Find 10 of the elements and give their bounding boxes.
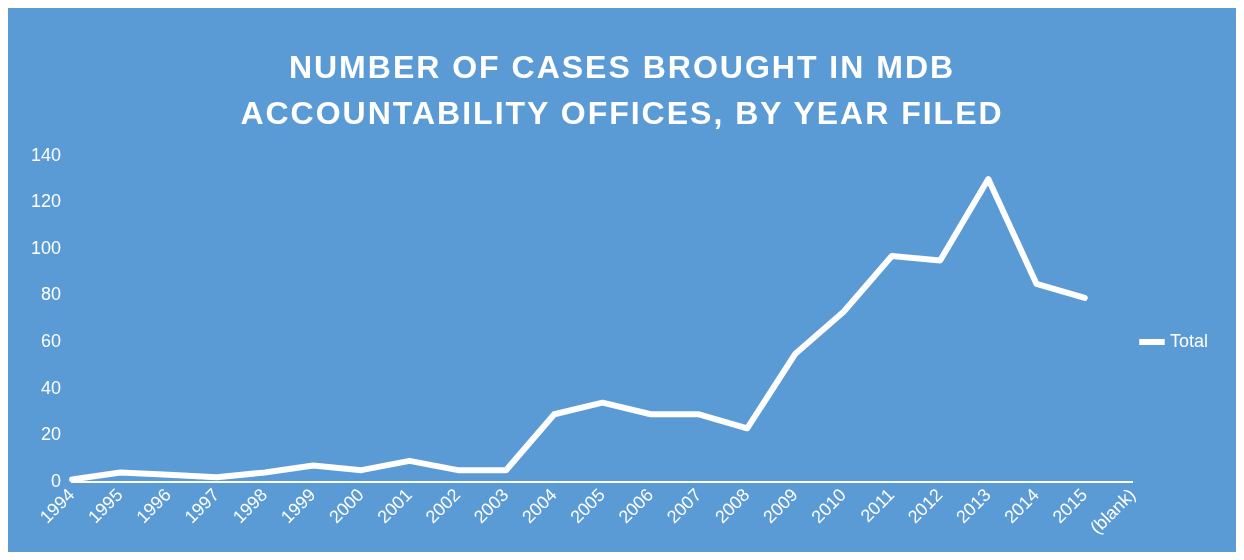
y-tick-label: 60 [41, 331, 62, 352]
y-tick-label: 20 [41, 424, 62, 445]
legend-label: Total [1169, 330, 1209, 351]
y-tick-label: 100 [30, 237, 62, 258]
chart-title: NUMBER OF CASES BROUGHT IN MDB ACCOUNTABILITY OFFICES, BY YEAR FILED [239, 48, 1005, 133]
y-tick-label: 140 [30, 144, 62, 165]
y-tick-label: 120 [30, 191, 62, 212]
y-tick-label: 0 [51, 470, 62, 491]
y-tick-label: 80 [41, 284, 62, 305]
y-tick-label: 40 [41, 377, 62, 398]
